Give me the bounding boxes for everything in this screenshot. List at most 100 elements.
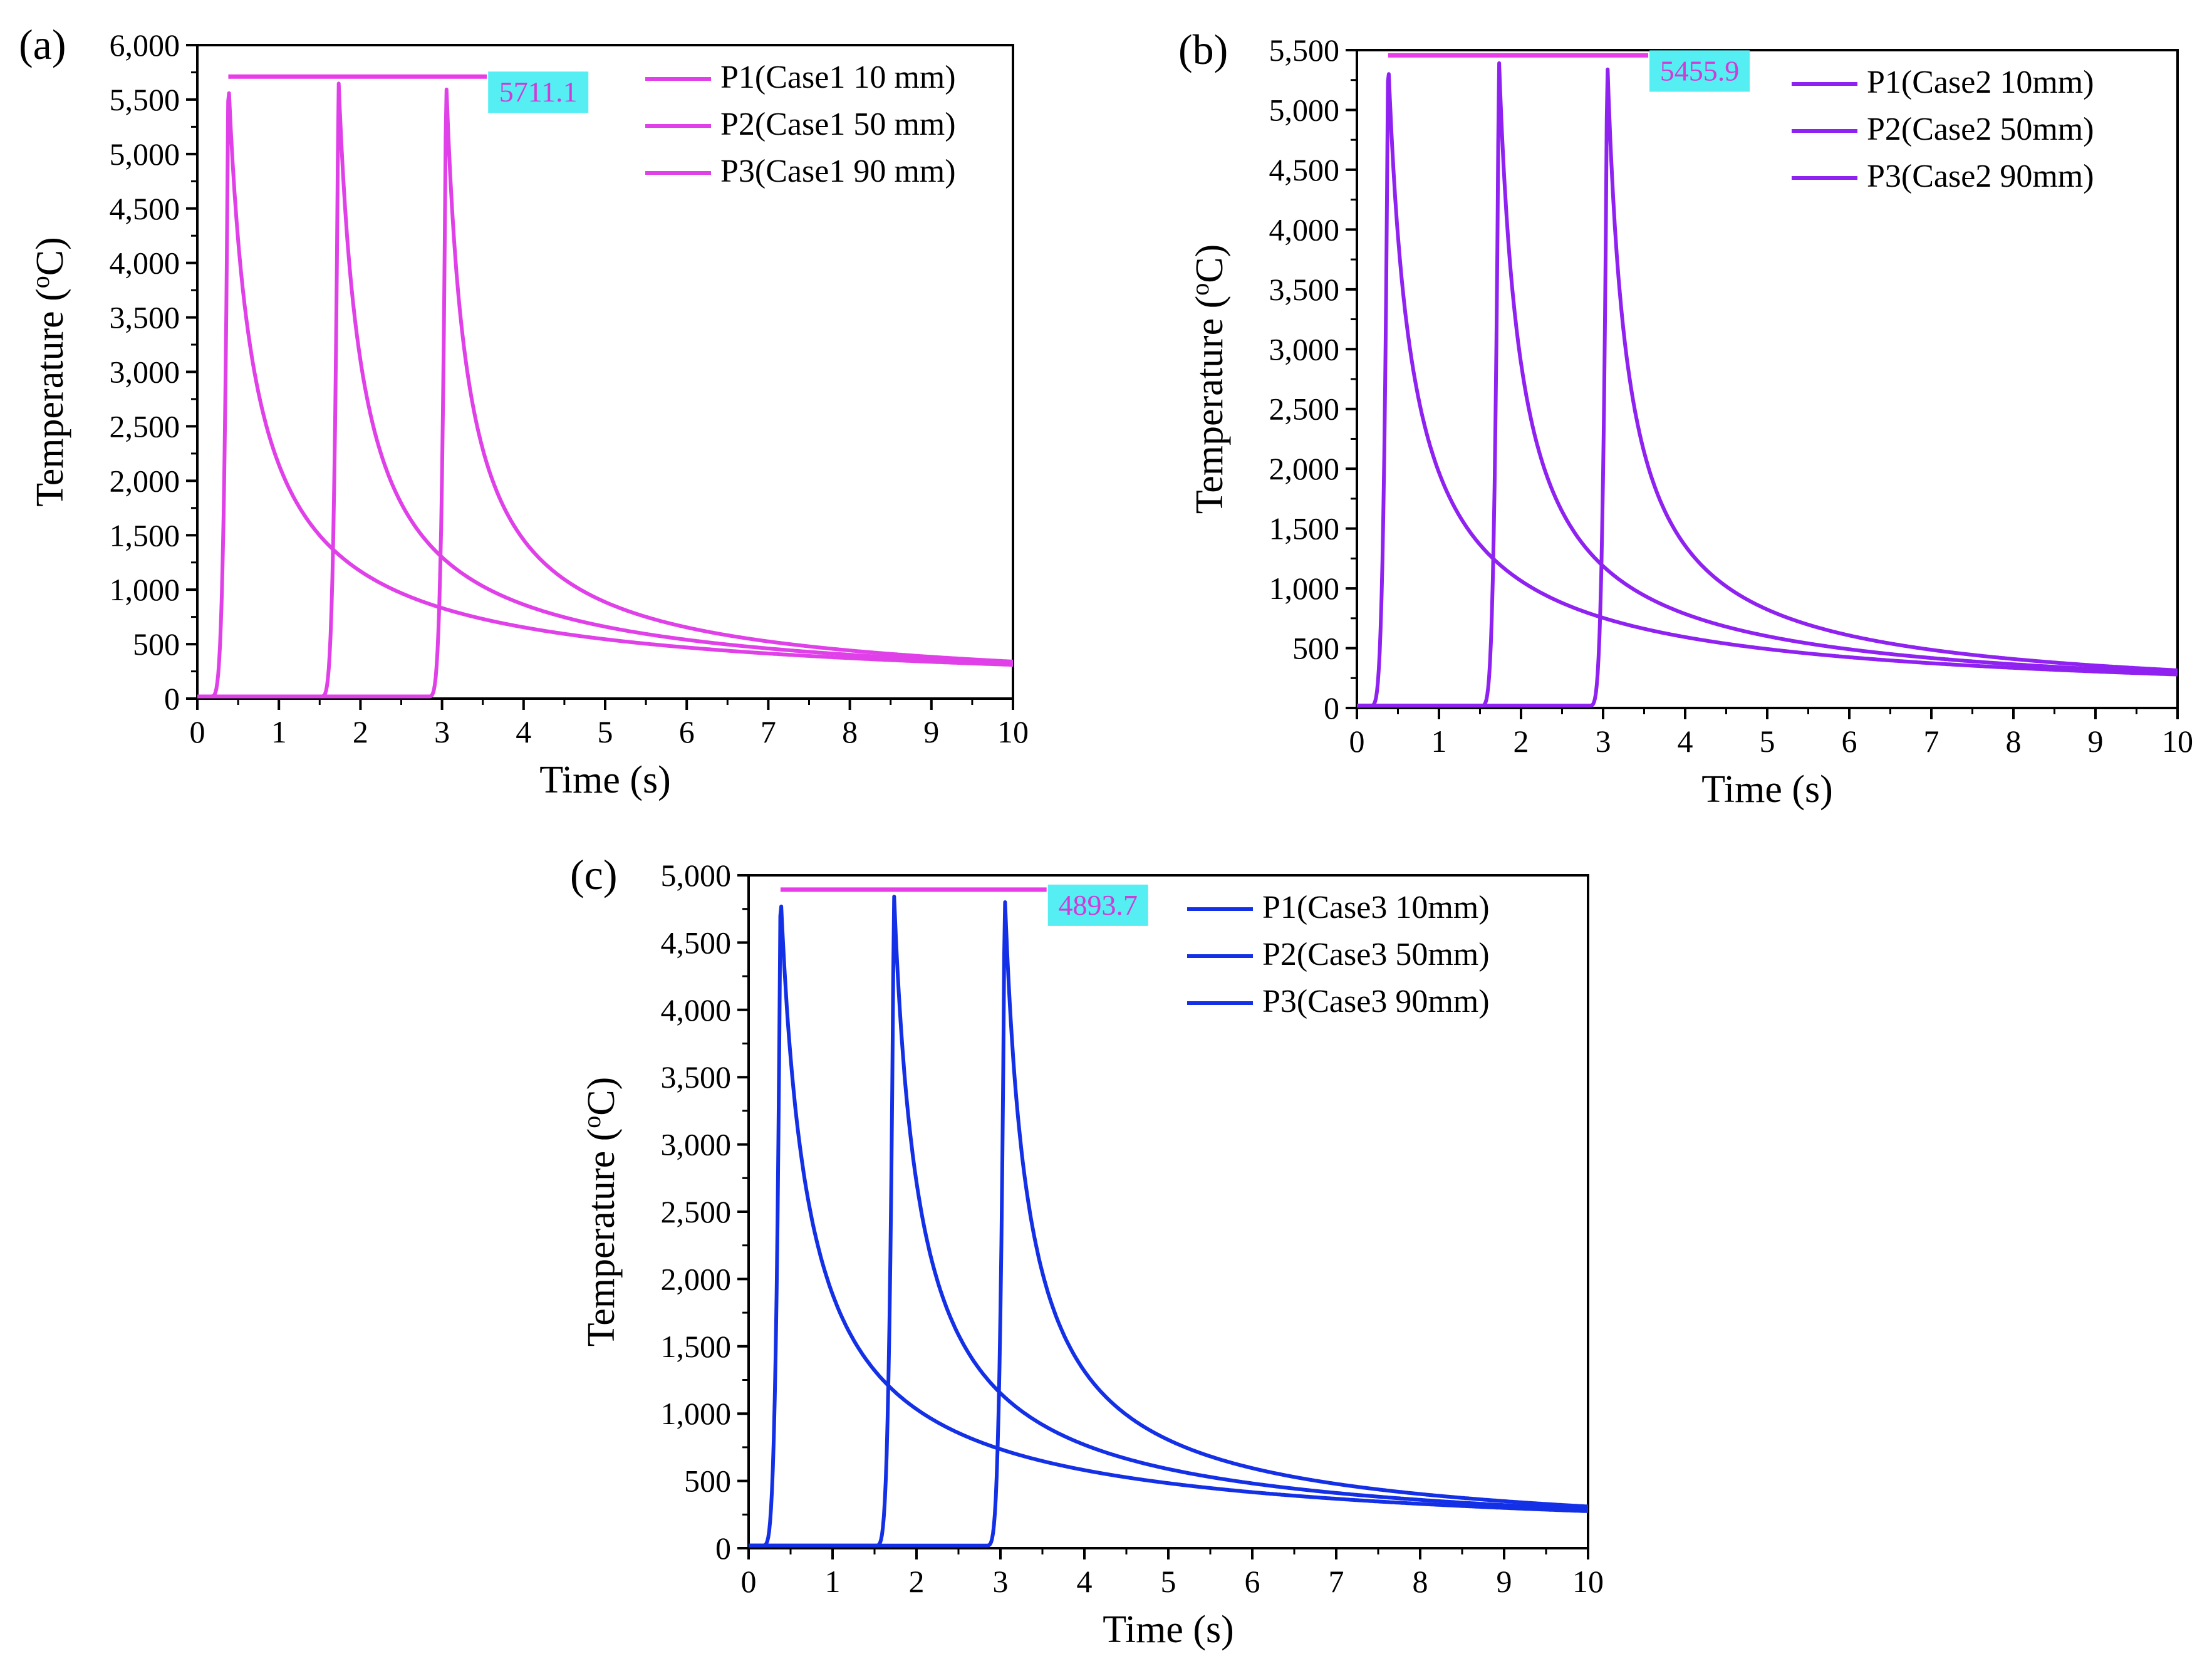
series-line-p3 [1356,67,2179,708]
legend-label-p2: P2(Case3 50mm) [1262,937,1490,972]
series-line-p3 [747,900,1589,1548]
plot-frame [747,874,1589,1549]
y-tick-label: 4,000 [110,246,180,281]
y-tick-label: 1,000 [1269,571,1340,606]
y-axis-title-degree: o [578,1116,606,1128]
peak-callout-box [1047,884,1148,926]
y-tick-label: 3,500 [661,1059,732,1095]
peak-callout-label: 5455.9 [1660,55,1740,86]
x-tick-label: 2 [1514,724,1529,759]
legend-label-p1: P1(Case1 10 mm) [720,60,956,95]
chart-panel-b: 0 1 2 3 4 5 6 7 8 9 10 0 500 1,000 1,500 2,000 2,500 3,00… [1178,26,2193,811]
x-tick-label: 4 [516,714,531,749]
y-tick-label: 6,000 [110,28,180,63]
x-tick-label: 10 [997,714,1029,749]
y-axis-title-unit: C) [1188,244,1231,283]
series-line-p2 [1356,61,2179,708]
y-tick-label: 2,500 [661,1194,732,1229]
x-tick-label: 8 [2006,724,2022,759]
legend-label-p3: P3(Case2 90mm) [1867,159,2094,194]
x-tick-label: 6 [679,714,695,749]
x-tick-label: 5 [1161,1564,1176,1599]
x-tick-label: 3 [434,714,450,749]
y-tick-label: 5,000 [1269,92,1340,127]
y-tick-label: 0 [715,1531,731,1566]
y-tick-label: 3,000 [1269,331,1340,367]
y-axis-title-main: Temperature ( [580,1128,623,1347]
y-tick-label: 5,000 [110,137,180,172]
y-tick-label: 5,000 [661,858,732,893]
y-tick-label: 500 [1292,631,1339,666]
x-tick-label: 8 [1413,1564,1428,1599]
x-tick-label: 4 [1077,1564,1093,1599]
y-tick-label: 4,500 [110,191,180,226]
y-axis-title-main: Temperature ( [29,288,71,507]
y-tick-label: 3,500 [110,300,180,335]
x-tick-label: 0 [190,714,205,749]
peak-callout-box [1649,50,1750,92]
x-tick-label: 10 [2162,724,2193,759]
y-tick-label: 2,000 [661,1261,732,1296]
legend-label-p2: P2(Case2 50mm) [1867,112,2094,147]
y-axis-title-unit: C) [580,1077,623,1116]
legend-label-p3: P3(Case3 90mm) [1262,984,1490,1019]
x-tick-label: 7 [1329,1564,1344,1599]
x-axis-title: Time (s) [1701,768,1833,811]
y-tick-label: 5,500 [1269,33,1340,68]
x-tick-label: 1 [1431,724,1447,759]
y-tick-label: 1,500 [661,1329,732,1364]
x-tick-label: 0 [741,1564,757,1599]
x-tick-label: 6 [1842,724,1857,759]
peak-callout-box [488,71,589,113]
x-tick-label: 6 [1245,1564,1260,1599]
peak-callout-label: 4893.7 [1058,889,1138,921]
y-tick-label: 4,500 [661,925,732,960]
y-tick-label: 1,500 [1269,511,1340,546]
x-tick-label: 0 [1349,724,1365,759]
x-tick-label: 3 [1596,724,1611,759]
x-tick-label: 4 [1678,724,1693,759]
x-tick-label: 2 [353,714,368,749]
x-tick-label: 5 [598,714,613,749]
y-tick-label: 2,500 [110,409,180,444]
legend-label-p1: P1(Case2 10mm) [1867,65,2094,100]
y-tick-label: 3,500 [1269,272,1340,307]
y-tick-label: 3,000 [661,1127,732,1162]
panel-label: (a) [19,21,66,68]
legend-label-p1: P1(Case3 10mm) [1262,890,1490,925]
y-tick-label: 1,000 [661,1396,732,1431]
y-tick-label: 1,000 [110,572,180,607]
y-axis-title: Temperature (oC) [1186,244,1231,514]
y-tick-label: 0 [164,681,180,716]
y-tick-label: 500 [133,627,180,662]
x-axis-title: Time (s) [1103,1608,1234,1651]
panel-label: (c) [570,851,617,898]
series-line-p2 [747,895,1589,1548]
y-tick-label: 5,500 [110,82,180,117]
x-tick-label: 9 [1497,1564,1512,1599]
y-tick-label: 0 [1324,690,1339,726]
y-axis-title-degree: o [26,276,55,288]
x-tick-label: 1 [271,714,287,749]
y-tick-label: 2,000 [1269,451,1340,486]
legend-label-p3: P3(Case1 90 mm) [720,154,956,189]
y-axis-title: Temperature (oC) [26,237,71,507]
panel-label: (b) [1178,26,1228,73]
x-tick-label: 7 [1924,724,1939,759]
y-axis-title-unit: C) [29,237,71,276]
y-tick-label: 2,000 [110,463,180,498]
y-tick-label: 2,500 [1269,392,1340,427]
y-tick-label: 4,000 [661,992,732,1028]
x-tick-label: 1 [825,1564,841,1599]
x-axis-title: Time (s) [539,759,671,801]
y-tick-label: 4,000 [1269,212,1340,247]
y-tick-label: 4,500 [1269,152,1340,187]
y-axis-title-degree: o [1186,283,1214,296]
x-tick-label: 9 [923,714,939,749]
y-tick-label: 500 [684,1464,731,1499]
x-tick-label: 5 [1760,724,1775,759]
y-axis-title: Temperature (oC) [578,1077,623,1347]
x-tick-label: 2 [909,1564,925,1599]
x-tick-label: 8 [842,714,858,749]
